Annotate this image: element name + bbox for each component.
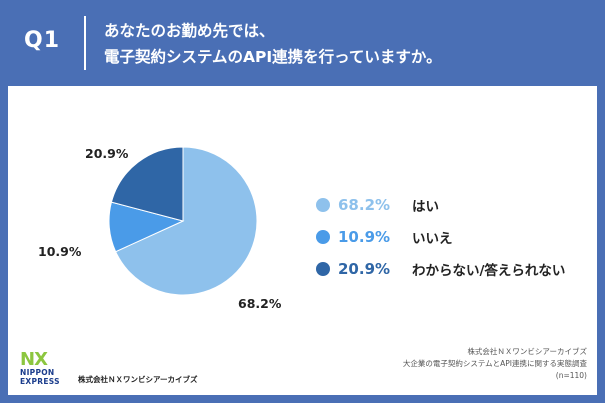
pie-slice-yes	[114, 146, 258, 296]
legend-label-dont-know: わからない/答えられない	[412, 263, 566, 279]
logo-company-name: 株式会社ＮＸワンビシアーカイブズ	[78, 375, 198, 384]
chart-card: 20.9% 10.9% 68.2% 68.2% はい 10.9% いいえ 20.…	[8, 86, 597, 395]
logo-mark: NX	[20, 349, 48, 370]
question-line-2: 電子契約システムのAPI連携を行っていますか。	[104, 48, 442, 66]
legend-pct-no: 10.9%	[338, 228, 391, 246]
logo-line-2: EXPRESS	[20, 377, 60, 386]
legend: 68.2% はい 10.9% いいえ 20.9% わからない/答えられない	[316, 196, 565, 292]
question-text: あなたのお勤め先では、 電子契約システムのAPI連携を行っていますか。	[104, 18, 442, 70]
nippon-express-logo: NX NIPPON EXPRESS	[20, 349, 72, 387]
legend-dot-no	[316, 230, 330, 244]
logo-line-1: NIPPON	[20, 368, 55, 377]
source-line-1: 株式会社ＮＸワンビシアーカイブズ	[467, 347, 587, 356]
legend-item-no: 10.9% いいえ	[316, 228, 565, 247]
header: Q1 あなたのお勤め先では、 電子契約システムのAPI連携を行っていますか。	[0, 0, 605, 84]
source-line-2: 大企業の電子契約システムとAPI連携に関する実態調査	[402, 359, 587, 368]
pie-chart	[108, 146, 258, 296]
legend-label-no: いいえ	[412, 231, 453, 247]
pie-slice-dont-know	[110, 146, 184, 222]
source-note: 株式会社ＮＸワンビシアーカイブズ 大企業の電子契約システムとAPI連携に関する実…	[403, 346, 587, 382]
slice-label-no: 10.9%	[38, 244, 82, 259]
question-number: Q1	[24, 28, 61, 53]
slice-label-dont-know: 20.9%	[85, 146, 129, 161]
header-divider	[84, 16, 86, 70]
legend-pct-dont-know: 20.9%	[338, 260, 391, 278]
legend-item-dont-know: 20.9% わからない/答えられない	[316, 260, 566, 279]
slice-label-yes: 68.2%	[238, 296, 282, 311]
legend-item-yes: 68.2% はい	[316, 196, 565, 215]
legend-label-yes: はい	[412, 199, 439, 215]
legend-pct-yes: 68.2%	[338, 196, 391, 214]
legend-dot-dont-know	[316, 262, 330, 276]
source-line-3: (n=110)	[555, 371, 587, 380]
legend-dot-yes	[316, 198, 330, 212]
question-line-1: あなたのお勤め先では、	[104, 22, 275, 40]
